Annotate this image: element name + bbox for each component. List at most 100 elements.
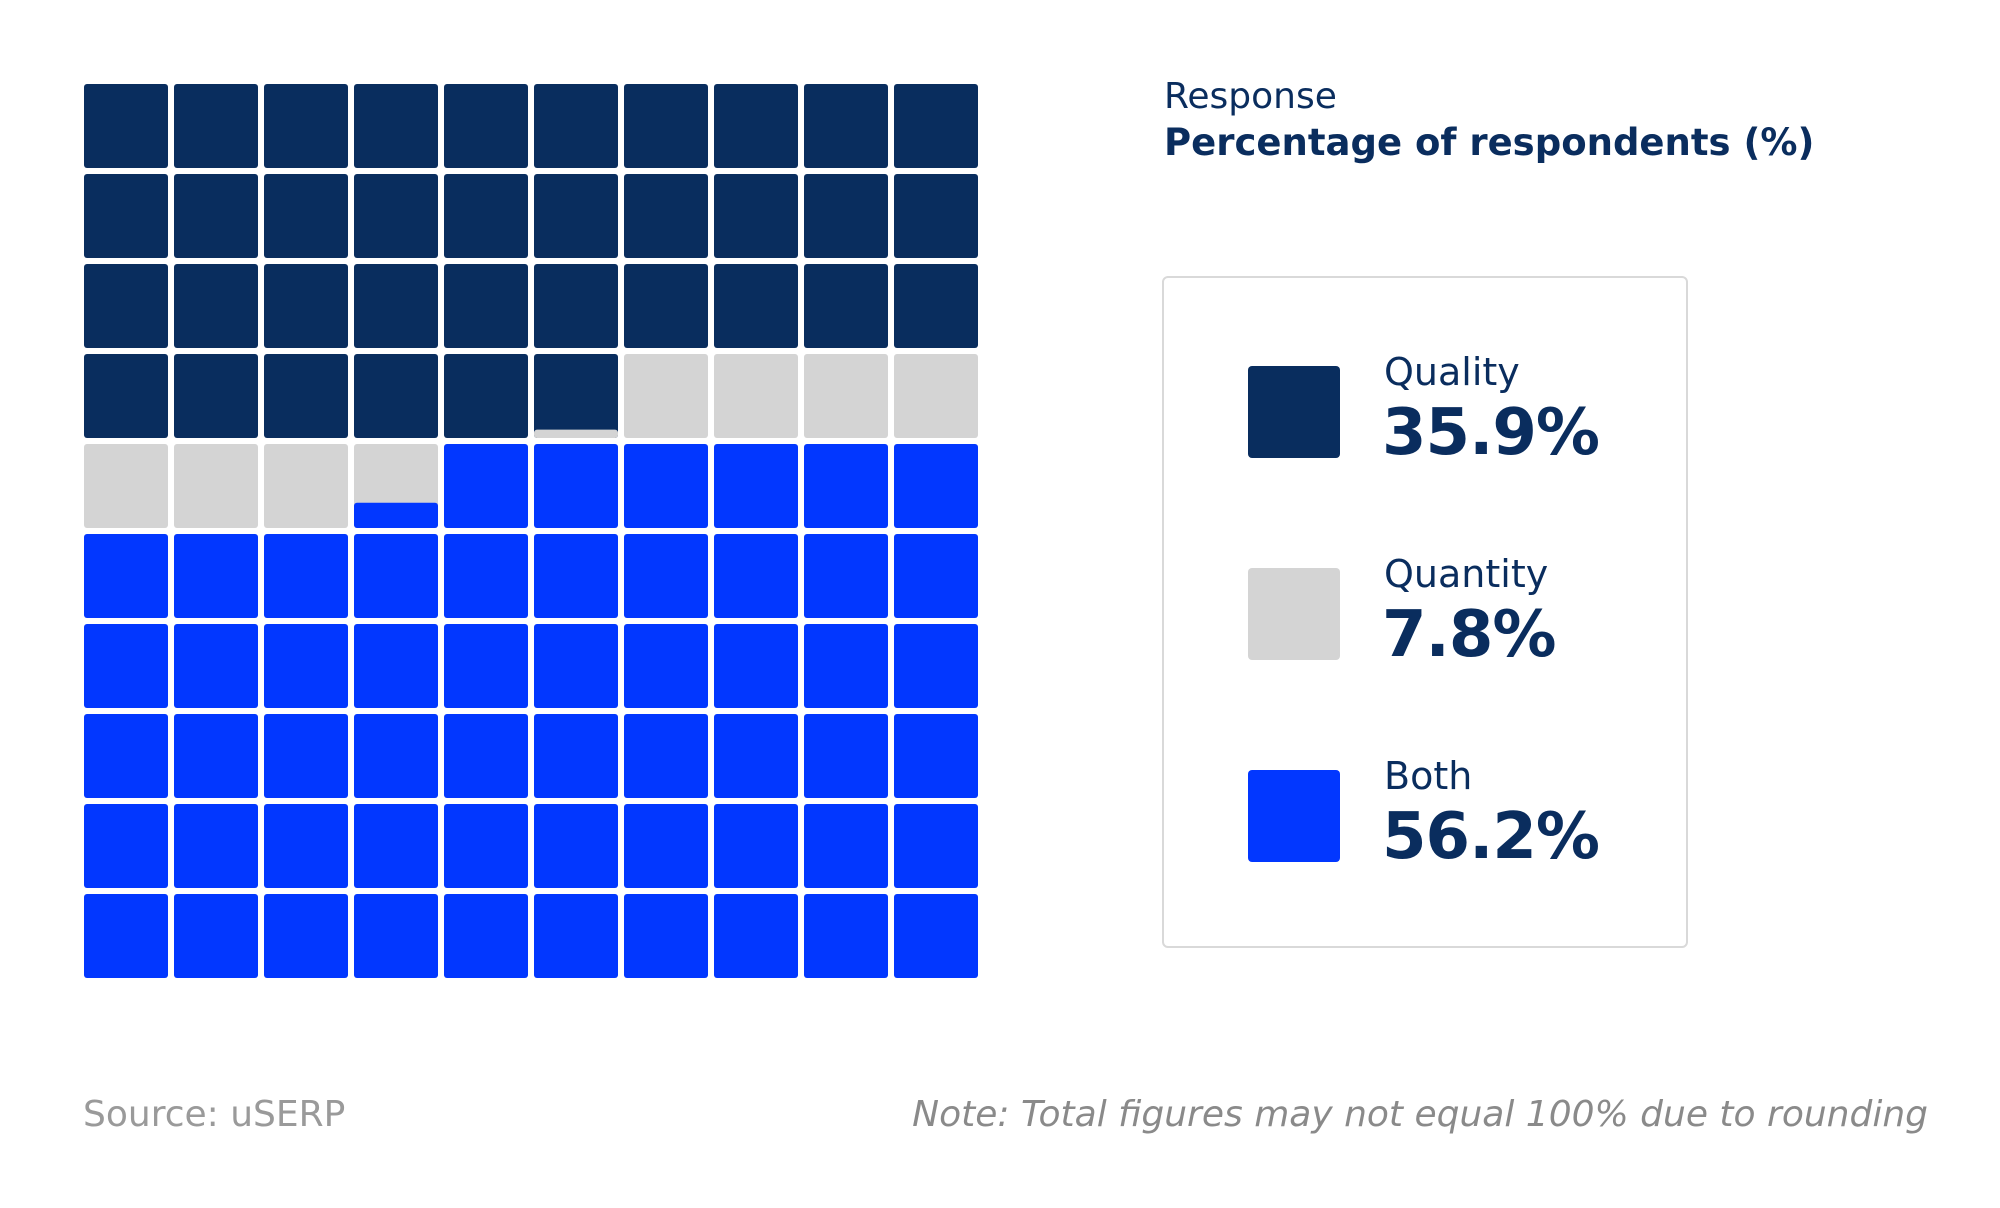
- waffle-cell-quality: [84, 264, 168, 348]
- waffle-cell-both: [84, 894, 168, 978]
- waffle-cell-quality: [174, 264, 258, 348]
- waffle-cell-quality: [444, 174, 528, 258]
- waffle-cell-both: [624, 714, 708, 798]
- waffle-cell-quality: [264, 174, 348, 258]
- waffle-cell-both: [804, 714, 888, 798]
- waffle-cell-both: [444, 624, 528, 708]
- waffle-cell-quality: [534, 84, 618, 168]
- waffle-cell-quality: [354, 264, 438, 348]
- legend-value-quality: 35.9%: [1382, 396, 1600, 470]
- legend-value-both: 56.2%: [1382, 800, 1600, 874]
- waffle-cell-quality: [84, 354, 168, 438]
- waffle-cell-both: [714, 444, 798, 528]
- waffle-cell-quality: [534, 174, 618, 258]
- waffle-cell-both: [444, 534, 528, 618]
- waffle-partial-quantity: [534, 429, 618, 438]
- waffle-cell-both: [174, 624, 258, 708]
- waffle-cell-both: [534, 444, 618, 528]
- waffle-cell-quality: [444, 84, 528, 168]
- waffle-cell-quality: [354, 354, 438, 438]
- waffle-cell-both: [444, 804, 528, 888]
- legend-item-quantity: Quantity 7.8%: [1248, 552, 1668, 688]
- waffle-cell-both: [624, 444, 708, 528]
- waffle-cell-quality: [264, 354, 348, 438]
- waffle-cell-quality: [444, 354, 528, 438]
- waffle-cell-quality: [174, 354, 258, 438]
- legend-swatch-quality: [1248, 366, 1340, 458]
- waffle-cell-quality: [534, 264, 618, 348]
- waffle-cell-quality: [894, 174, 978, 258]
- rounding-note: Note: Total figures may not equal 100% d…: [912, 1094, 1928, 1135]
- source-note: Source: uSERP: [83, 1094, 346, 1135]
- waffle-cell-quality: [894, 84, 978, 168]
- waffle-cell-quality: [354, 174, 438, 258]
- waffle-cell-both: [624, 894, 708, 978]
- waffle-cell-quality: [264, 84, 348, 168]
- waffle-cell-quality: [174, 84, 258, 168]
- waffle-cell-both: [354, 804, 438, 888]
- waffle-cell-both: [894, 894, 978, 978]
- waffle-cell-quantity: [714, 354, 798, 438]
- legend-swatch-quantity: [1248, 568, 1340, 660]
- waffle-cell-quality: [624, 174, 708, 258]
- legend-label-quantity: Quantity: [1384, 552, 1549, 596]
- waffle-cell-both: [354, 534, 438, 618]
- waffle-cell-quantity: [624, 354, 708, 438]
- waffle-cell-both: [624, 804, 708, 888]
- waffle-cell-both: [894, 624, 978, 708]
- waffle-cell-quality: [84, 84, 168, 168]
- waffle-cell-quality: [174, 174, 258, 258]
- waffle-cell-quantity: [174, 444, 258, 528]
- waffle-cell-both: [174, 804, 258, 888]
- waffle-cell-both: [714, 534, 798, 618]
- legend-label-both: Both: [1384, 754, 1473, 798]
- waffle-cell-both: [264, 714, 348, 798]
- waffle-cell-both: [534, 624, 618, 708]
- waffle-cell-both: [264, 624, 348, 708]
- waffle-cell-both: [714, 714, 798, 798]
- waffle-cell-both: [84, 804, 168, 888]
- waffle-cell-quality: [804, 174, 888, 258]
- waffle-cell-both: [534, 894, 618, 978]
- waffle-cell-both: [894, 804, 978, 888]
- waffle-cell-both: [264, 534, 348, 618]
- waffle-cell-both: [444, 714, 528, 798]
- waffle-cell-both: [624, 624, 708, 708]
- waffle-cell-both: [174, 714, 258, 798]
- waffle-cell-quantity: [84, 444, 168, 528]
- waffle-cell-quality: [84, 174, 168, 258]
- waffle-cell-quality: [624, 84, 708, 168]
- legend-swatch-both: [1248, 770, 1340, 862]
- waffle-cell-both: [624, 534, 708, 618]
- legend-item-both: Both 56.2%: [1248, 754, 1668, 890]
- waffle-cell-both: [804, 444, 888, 528]
- waffle-partial-both: [354, 502, 438, 528]
- waffle-cell-both: [354, 894, 438, 978]
- waffle-cell-both: [714, 894, 798, 978]
- waffle-cell-quality: [804, 84, 888, 168]
- waffle-cell-quality: [264, 264, 348, 348]
- waffle-cell-both: [174, 894, 258, 978]
- waffle-cell-both: [84, 714, 168, 798]
- legend-value-quantity: 7.8%: [1382, 598, 1556, 672]
- waffle-cell-both: [534, 534, 618, 618]
- waffle-cell-both: [264, 804, 348, 888]
- waffle-cell-both: [804, 534, 888, 618]
- waffle-cell-quantity: [804, 354, 888, 438]
- legend-label-quality: Quality: [1384, 350, 1520, 394]
- waffle-cell-both: [894, 534, 978, 618]
- waffle-cell-both: [444, 444, 528, 528]
- waffle-cell-quality: [714, 174, 798, 258]
- waffle-cell-both: [534, 714, 618, 798]
- waffle-cell-both: [714, 804, 798, 888]
- waffle-cell-quality: [894, 264, 978, 348]
- legend: Quality 35.9% Quantity 7.8% Both 56.2%: [1162, 276, 1688, 948]
- waffle-cell-both: [84, 534, 168, 618]
- waffle-cell-both: [714, 624, 798, 708]
- legend-item-quality: Quality 35.9%: [1248, 350, 1668, 486]
- chart-title: Percentage of respondents (%): [1164, 121, 1815, 164]
- waffle-cell-quality: [714, 264, 798, 348]
- waffle-cell-both: [174, 534, 258, 618]
- waffle-cell-both: [804, 894, 888, 978]
- waffle-cell-both: [894, 444, 978, 528]
